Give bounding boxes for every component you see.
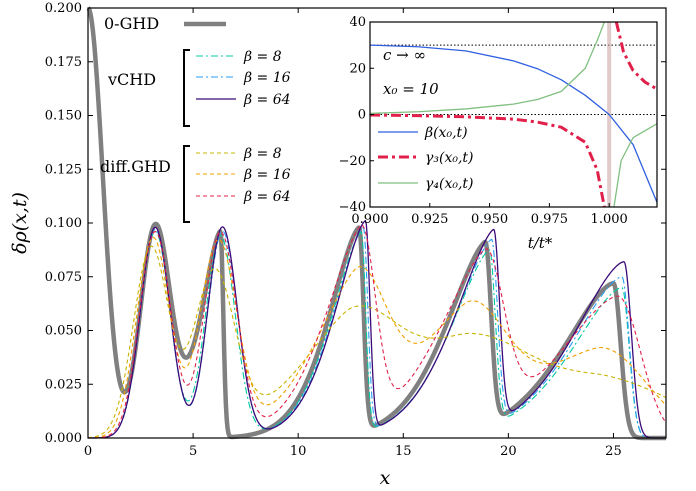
x-tick-label-2: 10 xyxy=(290,444,307,459)
y-tick-label-7: 0.175 xyxy=(45,55,82,70)
inset-x-tick-label-0: 0.900 xyxy=(351,212,388,227)
y-tick-label-4: 0.100 xyxy=(45,216,82,231)
legend-entry-5: β = 64 xyxy=(243,189,291,205)
y-tick-label-8: 0.200 xyxy=(45,1,82,16)
y-tick-label-5: 0.125 xyxy=(45,162,82,177)
inset-x-axis-label: t/t* xyxy=(528,234,553,252)
inset-annotation-0: c → ∞ xyxy=(383,46,426,64)
x-tick-label-3: 15 xyxy=(395,444,412,459)
inset-legend-entry-1: γ₃(x₀,t) xyxy=(425,150,474,166)
inset-y-tick-label-0: −40 xyxy=(339,200,366,215)
inset-legend-entry-0: β(x₀,t) xyxy=(424,125,468,141)
inset-y-tick-label-3: 20 xyxy=(349,61,366,76)
x-tick-label-0: 0 xyxy=(84,444,92,459)
y-tick-label-2: 0.050 xyxy=(45,324,82,339)
y-tick-label-0: 0.000 xyxy=(45,431,82,446)
legend-title-diffghd: diff.GHD xyxy=(100,157,171,176)
x-tick-label-4: 20 xyxy=(500,444,517,459)
y-tick-label-1: 0.025 xyxy=(45,377,82,392)
legend-entry-4: β = 16 xyxy=(243,167,291,183)
inset-annotation-1: x₀ = 10 xyxy=(383,80,439,98)
inset-series-group xyxy=(370,22,657,207)
legend-entry-0: β = 8 xyxy=(243,49,282,65)
series-line-3 xyxy=(88,219,666,439)
inset-y-tick-label-2: 0 xyxy=(358,108,366,123)
legend-title-0ghd: 0-GHD xyxy=(104,14,159,33)
inset-x-tick-label-2: 0.950 xyxy=(471,212,508,227)
inset-x-tick-label-3: 0.975 xyxy=(531,212,568,227)
main-plot: 0 5 10 15 20 25 0.000 0.025 0.050 0.075 0.100 0.125… xyxy=(9,1,668,489)
legend-entry-2: β = 64 xyxy=(243,92,291,108)
inset-series-line-1 xyxy=(370,22,657,207)
inset-y-tick-label-1: −20 xyxy=(339,154,366,169)
series-line-6 xyxy=(87,224,667,439)
legend-bracket-diffghd xyxy=(183,145,190,223)
inset-plot: 0.900 0.925 0.950 0.975 1.000 −40 −20 0 20 40 t/t*… xyxy=(339,15,658,252)
series-line-1 xyxy=(88,231,666,439)
legend-title-vchd: vCHD xyxy=(107,70,156,89)
y-tick-label-6: 0.150 xyxy=(45,109,82,124)
legend-entry-3: β = 8 xyxy=(243,146,282,162)
x-axis-label: x xyxy=(380,467,391,489)
inset-x-tick-label-4: 1.000 xyxy=(591,212,628,227)
legend-entry-1: β = 16 xyxy=(243,70,291,86)
inset-y-tick-label-4: 40 xyxy=(349,15,366,30)
inset-legend-entry-2: γ₄(x₀,t) xyxy=(425,176,474,192)
y-axis-label: δρ(x,t) xyxy=(9,192,31,254)
inset-x-tick-label-1: 0.925 xyxy=(411,212,448,227)
series-line-5 xyxy=(87,236,667,439)
x-tick-label-1: 5 xyxy=(189,444,197,459)
inset-series-line-0 xyxy=(370,44,657,203)
x-tick-label-5: 25 xyxy=(605,444,622,459)
y-tick-label-3: 0.075 xyxy=(45,270,82,285)
legend-bracket-vchd xyxy=(183,49,190,127)
main-legend: 0-GHD vCHD diff.GHD β = 8 β = 16 β = 64 β = 8 β… xyxy=(100,14,291,223)
inset-series-line-2 xyxy=(370,22,657,207)
